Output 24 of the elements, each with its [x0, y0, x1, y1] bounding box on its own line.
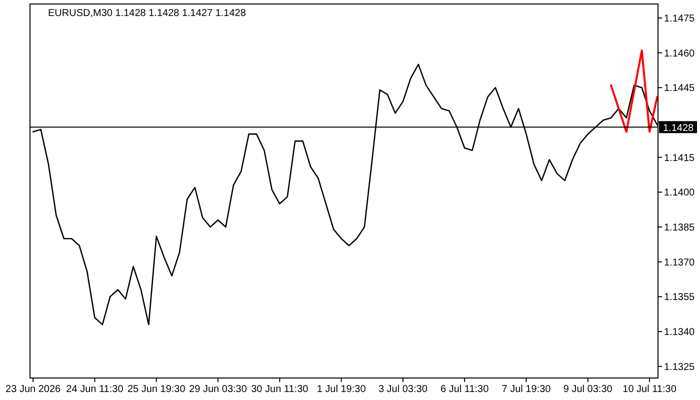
y-tick-label: 1.1355 [664, 292, 696, 304]
x-tick-label: 6 Jul 11:30 [440, 384, 490, 395]
line-series [610, 49, 658, 133]
x-tick-label: 7 Jul 19:30 [502, 384, 552, 395]
y-tick-label: 1.1325 [664, 362, 696, 373]
x-tick-label: 24 Jun 11:30 [66, 384, 124, 395]
x-tick-label: 9 Jul 03:30 [563, 384, 613, 395]
y-tick-label: 1.1475 [664, 13, 696, 24]
x-tick-label: 25 Jun 19:30 [127, 384, 186, 395]
x-tick-label: 23 Jun 2026 [6, 384, 62, 395]
x-tick-label: 10 Jul 11:30 [622, 384, 677, 395]
y-tick-label: 1.1385 [664, 222, 696, 234]
chart-title: EURUSD,M30 1.1428 1.1428 1.1427 1.1428 [48, 8, 246, 19]
x-tick-label: 29 Jun 03:30 [189, 384, 248, 395]
y-tick-label: 1.1400 [664, 188, 696, 199]
y-tick-label: 1.1445 [664, 83, 696, 94]
y-tick-label: 1.1460 [664, 48, 696, 60]
y-tick-label: 1.1340 [664, 327, 696, 338]
x-tick-label: 1 Jul 19:30 [316, 384, 366, 395]
ref-line-label: 1.1428 [663, 123, 694, 134]
y-tick-label: 1.1370 [664, 257, 696, 268]
x-tick-label: 30 Jun 11:30 [251, 384, 309, 395]
x-tick-label: 3 Jul 03:30 [378, 384, 428, 395]
y-tick-label: 1.1415 [664, 152, 696, 164]
